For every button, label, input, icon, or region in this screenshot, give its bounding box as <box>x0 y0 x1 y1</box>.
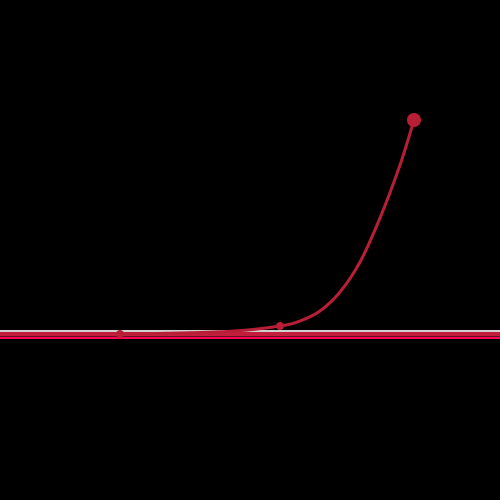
line-chart <box>0 0 500 500</box>
marker-dot <box>276 322 284 330</box>
marker-dot <box>407 113 421 127</box>
chart-background <box>0 0 500 500</box>
marker-dot <box>116 330 124 338</box>
